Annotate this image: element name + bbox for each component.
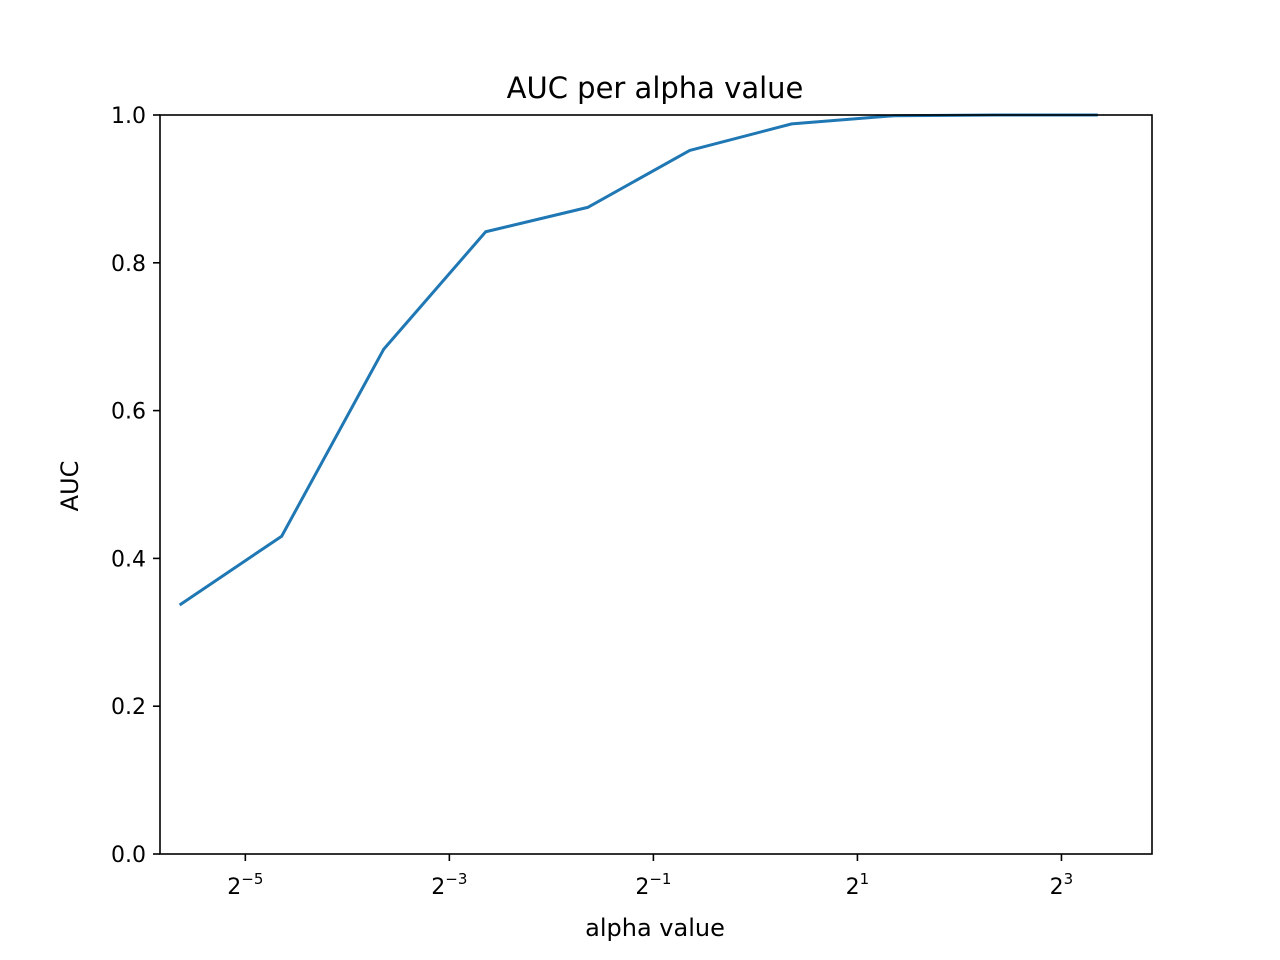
x-tick-exponent: −5 (241, 870, 263, 888)
y-axis-label: AUC (56, 461, 84, 512)
x-tick-exponent: 1 (860, 870, 870, 888)
x-tick-exponent: 3 (1064, 870, 1074, 888)
x-tick-label: 2−3 (431, 870, 467, 900)
x-tick-exponent: −3 (445, 870, 467, 888)
x-axis-ticks: 2−5 2−3 2−1 21 23 (227, 854, 1073, 900)
y-tick-label: 0.0 (111, 843, 146, 868)
y-tick-label: 0.4 (111, 547, 146, 572)
x-tick-base: 2 (846, 875, 860, 900)
y-tick-label: 0.6 (111, 400, 146, 425)
x-tick-base: 2 (431, 875, 445, 900)
x-tick-base: 2 (1050, 875, 1064, 900)
y-axis-ticks: 0.0 0.2 0.4 0.6 0.8 1.0 (111, 104, 160, 868)
x-tick-label: 2−5 (227, 870, 263, 900)
axes-frame (159, 114, 1153, 855)
x-tick-label: 2−1 (635, 870, 671, 900)
y-tick-label: 1.0 (111, 104, 146, 129)
x-tick-label: 23 (1050, 870, 1074, 900)
y-tick-label: 0.8 (111, 252, 146, 277)
x-axis-label: alpha value (585, 914, 725, 942)
x-tick-label: 21 (846, 870, 870, 900)
chart-title: AUC per alpha value (507, 71, 804, 105)
x-tick-base: 2 (635, 875, 649, 900)
y-tick-label: 0.2 (111, 695, 146, 720)
x-tick-base: 2 (227, 875, 241, 900)
x-tick-exponent: −1 (649, 870, 671, 888)
